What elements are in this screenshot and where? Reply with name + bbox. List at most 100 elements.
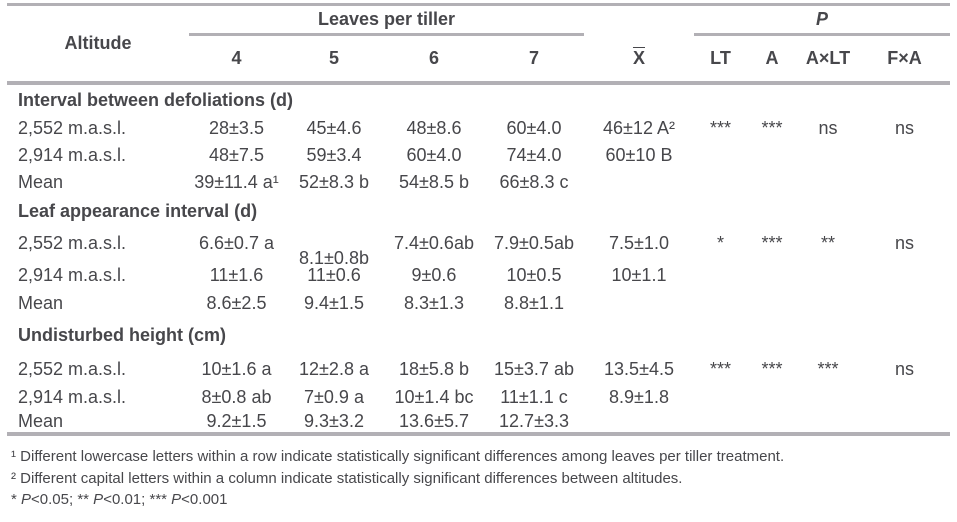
cell-leaves-6: 7.4±0.6ab bbox=[394, 232, 474, 253]
section-title-interval-between-defoliations: Interval between defoliations (d) bbox=[18, 89, 294, 110]
table-header: Altitude Leaves per tiller P 4 5 6 7 X L… bbox=[7, 6, 950, 81]
header-rule bbox=[7, 81, 950, 85]
footnotes: ¹ Different lowercase letters within a r… bbox=[7, 436, 950, 511]
bottom-rule bbox=[7, 432, 950, 436]
cell-leaves-4: 28±3.5 bbox=[209, 118, 264, 138]
cell-leaves-6: 9±0.6 bbox=[411, 264, 457, 285]
cell-leaves-4: 8.6±2.5 bbox=[206, 292, 267, 313]
cell-leaves-6: 8.3±1.3 bbox=[404, 292, 464, 313]
cell-sig-a: *** bbox=[761, 118, 783, 138]
cell-leaves-7: 8.8±1.1 bbox=[504, 292, 564, 313]
cell-leaves-6: 13.6±5.7 bbox=[399, 410, 469, 431]
cell-mean: 7.5±1.0 bbox=[609, 232, 669, 253]
row-label-altitude: 2,552 m.a.s.l. bbox=[18, 118, 127, 138]
top-rule bbox=[7, 3, 950, 6]
footnote-significance-levels: * P<0.05; ** P<0.01; *** P<0.001 bbox=[11, 491, 228, 508]
cell-leaves-5: 12±2.8 a bbox=[299, 358, 369, 379]
cell-leaves-7: 60±4.0 bbox=[506, 118, 562, 138]
row-label-altitude: 2,914 m.a.s.l. bbox=[18, 264, 127, 285]
column-header-altitude: Altitude bbox=[64, 33, 132, 53]
cell-sig-fxa: ns bbox=[894, 232, 914, 253]
cell-mean: 46±12 A² bbox=[603, 118, 675, 138]
cell-sig-lt: * bbox=[716, 232, 724, 253]
footnote-lowercase-letters: ¹ Different lowercase letters within a r… bbox=[11, 448, 785, 465]
p-symbol: P bbox=[21, 491, 32, 508]
table-row: 2,914 m.a.s.l. 11±1.6 11±0.6 9±0.6 10±0.… bbox=[7, 260, 950, 290]
p-symbol: P bbox=[171, 491, 182, 508]
cell-leaves-6: 10±1.4 bc bbox=[394, 386, 474, 407]
cell-leaves-4: 9.2±1.5 bbox=[206, 410, 267, 431]
cell-sig-fxa: ns bbox=[894, 118, 914, 138]
cell-sig-a: *** bbox=[761, 358, 783, 379]
cell-leaves-4: 11±1.6 bbox=[209, 264, 264, 285]
p-symbol: P bbox=[93, 491, 104, 508]
cell-sig-axlt: ns bbox=[818, 118, 838, 138]
cell-sig-lt: *** bbox=[709, 118, 731, 138]
cell-leaves-5: 9.4±1.5 bbox=[304, 292, 364, 313]
cell-mean: 8.9±1.8 bbox=[609, 386, 669, 407]
cell-leaves-7: 12.7±3.3 bbox=[499, 410, 569, 431]
cell-leaves-4: 39±11.4 a¹ bbox=[194, 172, 279, 192]
cell-leaves-5: 8.1±0.8b bbox=[299, 247, 369, 268]
column-header-leaves-5: 5 bbox=[328, 48, 339, 68]
cell-leaves-4: 48±7.5 bbox=[209, 145, 264, 165]
cell-sig-axlt: ** bbox=[820, 232, 835, 253]
column-header-fxa: F×A bbox=[887, 48, 922, 68]
cell-mean: 10±1.1 bbox=[611, 264, 667, 285]
section-title-undisturbed-height: Undisturbed height (cm) bbox=[18, 324, 226, 345]
cell-leaves-4: 10±1.6 a bbox=[201, 358, 272, 379]
header-subrow: 4 5 6 7 X LT A A×LT F×A bbox=[7, 36, 950, 81]
cell-leaves-5: 7±0.9 a bbox=[304, 386, 364, 407]
column-header-mean: X bbox=[584, 48, 694, 69]
cell-leaves-7: 11±1.1 c bbox=[500, 386, 568, 407]
cell-leaves-6: 60±4.0 bbox=[406, 145, 462, 165]
cell-leaves-7: 66±8.3 c bbox=[499, 172, 569, 192]
cell-leaves-6: 18±5.8 b bbox=[399, 358, 469, 379]
column-header-leaves-6: 6 bbox=[428, 48, 439, 68]
table-row: 2,914 m.a.s.l. 8±0.8 ab 7±0.9 a 10±1.4 b… bbox=[7, 384, 950, 410]
cell-leaves-5: 59±3.4 bbox=[306, 145, 362, 165]
cell-leaves-7: 15±3.7 ab bbox=[494, 358, 574, 379]
x-bar-symbol: X bbox=[632, 48, 645, 68]
cell-leaves-4: 6.6±0.7 a bbox=[199, 232, 274, 253]
cell-sig-a: *** bbox=[761, 232, 783, 253]
table-row: 2,552 m.a.s.l. 6.6±0.7 a 8.1±0.8b 7.4±0.… bbox=[7, 226, 950, 268]
row-label-altitude: 2,914 m.a.s.l. bbox=[18, 386, 127, 407]
cell-leaves-5: 45±4.6 bbox=[306, 118, 362, 138]
column-group-leaves-per-tiller: Leaves per tiller bbox=[189, 6, 584, 36]
cell-sig-axlt: *** bbox=[817, 358, 839, 379]
section-title-leaf-appearance-interval: Leaf appearance interval (d) bbox=[18, 200, 258, 221]
column-header-leaves-4: 4 bbox=[231, 48, 242, 68]
cell-mean: 60±10 B bbox=[605, 145, 673, 165]
row-label-altitude: 2,914 m.a.s.l. bbox=[18, 145, 127, 165]
cell-leaves-7: 7.9±0.5ab bbox=[494, 232, 574, 253]
table-body: Interval between defoliations (d) 2,552 … bbox=[7, 85, 950, 432]
header-group-row: Leaves per tiller P bbox=[7, 6, 950, 36]
table-row: Mean 39±11.4 a¹ 52±8.3 b 54±8.5 b 66±8.3… bbox=[7, 169, 950, 196]
column-header-lt: LT bbox=[710, 48, 731, 68]
cell-leaves-6: 48±8.6 bbox=[406, 118, 462, 138]
cell-sig-fxa: ns bbox=[894, 358, 914, 379]
cell-leaves-7: 10±0.5 bbox=[506, 264, 562, 285]
table-row: Mean 8.6±2.5 9.4±1.5 8.3±1.3 8.8±1.1 bbox=[7, 290, 950, 316]
cell-leaves-7: 74±4.0 bbox=[506, 145, 562, 165]
row-label-mean: Mean bbox=[18, 292, 64, 313]
cell-mean: 13.5±4.5 bbox=[604, 358, 674, 379]
cell-leaves-5: 9.3±3.2 bbox=[304, 410, 364, 431]
cell-leaves-4: 8±0.8 ab bbox=[201, 386, 272, 407]
table-row: 2,552 m.a.s.l. 10±1.6 a 12±2.8 a 18±5.8 … bbox=[7, 354, 950, 384]
table-row: 2,914 m.a.s.l. 48±7.5 59±3.4 60±4.0 74±4… bbox=[7, 142, 950, 169]
row-label-mean: Mean bbox=[18, 172, 64, 192]
table-row: Mean 9.2±1.5 9.3±3.2 13.6±5.7 12.7±3.3 bbox=[7, 410, 950, 432]
column-header-a: A bbox=[765, 48, 779, 68]
row-label-altitude: 2,552 m.a.s.l. bbox=[18, 358, 127, 379]
cell-leaves-6: 54±8.5 b bbox=[399, 172, 469, 192]
table-row: 2,552 m.a.s.l. 28±3.5 45±4.6 48±8.6 60±4… bbox=[7, 115, 950, 142]
row-label-mean: Mean bbox=[18, 410, 64, 431]
footnote-capital-letters: ² Different capital letters within a col… bbox=[11, 469, 683, 487]
cell-sig-lt: *** bbox=[709, 358, 731, 379]
column-header-axlt: A×LT bbox=[805, 48, 851, 68]
row-label-altitude: 2,552 m.a.s.l. bbox=[18, 232, 127, 253]
column-header-leaves-7: 7 bbox=[528, 48, 539, 68]
